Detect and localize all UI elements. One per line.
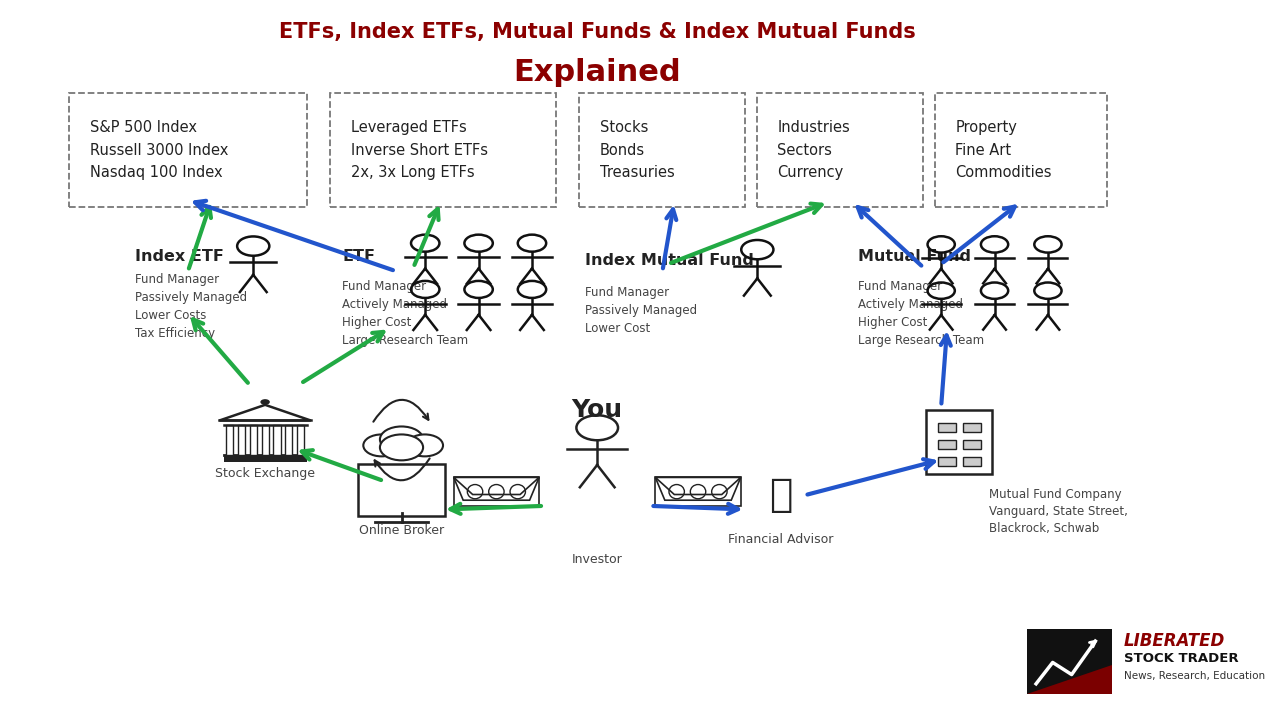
Polygon shape xyxy=(1027,665,1112,695)
Polygon shape xyxy=(453,477,539,495)
Text: Fund Manager
Actively Managed
Higher Cost
Large Research Team: Fund Manager Actively Managed Higher Cos… xyxy=(858,280,984,347)
Text: LIBERATED: LIBERATED xyxy=(1124,631,1225,649)
Text: Leveraged ETFs
Inverse Short ETFs
2x, 3x Long ETFs: Leveraged ETFs Inverse Short ETFs 2x, 3x… xyxy=(351,120,488,180)
Text: You: You xyxy=(572,398,623,422)
FancyBboxPatch shape xyxy=(938,457,956,466)
Text: Stocks
Bonds
Treasuries: Stocks Bonds Treasuries xyxy=(599,120,675,180)
FancyBboxPatch shape xyxy=(963,457,982,466)
Polygon shape xyxy=(453,477,539,500)
Circle shape xyxy=(260,399,270,405)
Text: Index ETF: Index ETF xyxy=(134,249,224,264)
Text: Stock Exchange: Stock Exchange xyxy=(215,467,315,480)
Text: News, Research, Education: News, Research, Education xyxy=(1124,671,1265,681)
Text: Fund Manager
Passively Managed
Lower Cost: Fund Manager Passively Managed Lower Cos… xyxy=(585,286,698,335)
FancyBboxPatch shape xyxy=(69,93,307,207)
FancyBboxPatch shape xyxy=(224,454,307,462)
Text: Explained: Explained xyxy=(513,58,681,86)
FancyBboxPatch shape xyxy=(936,93,1107,207)
Text: STOCK TRADER: STOCK TRADER xyxy=(1124,652,1239,665)
Text: Fund Manager
Passively Managed
Lower Costs
Tax Efficiency: Fund Manager Passively Managed Lower Cos… xyxy=(134,273,247,340)
Polygon shape xyxy=(453,477,539,506)
Polygon shape xyxy=(655,477,741,500)
Text: Index Mutual Fund: Index Mutual Fund xyxy=(585,253,754,268)
Text: Fund Manager
Actively Managed
Higher Cost
Large Research Team: Fund Manager Actively Managed Higher Cos… xyxy=(342,280,468,347)
Circle shape xyxy=(364,434,399,456)
Text: Property
Fine Art
Commodities: Property Fine Art Commodities xyxy=(955,120,1052,180)
FancyBboxPatch shape xyxy=(963,440,982,449)
FancyBboxPatch shape xyxy=(580,93,745,207)
FancyBboxPatch shape xyxy=(227,425,233,454)
Polygon shape xyxy=(655,477,741,495)
Text: Online Broker: Online Broker xyxy=(358,524,444,537)
Text: Mutual Fund Company
Vanguard, State Street,
Blackrock, Schwab: Mutual Fund Company Vanguard, State Stre… xyxy=(988,488,1128,535)
FancyBboxPatch shape xyxy=(250,425,257,454)
FancyBboxPatch shape xyxy=(330,93,556,207)
FancyBboxPatch shape xyxy=(238,425,244,454)
Text: ETFs, Index ETFs, Mutual Funds & Index Mutual Funds: ETFs, Index ETFs, Mutual Funds & Index M… xyxy=(279,22,915,42)
FancyBboxPatch shape xyxy=(938,423,956,431)
FancyBboxPatch shape xyxy=(1027,629,1112,695)
FancyBboxPatch shape xyxy=(758,93,923,207)
FancyBboxPatch shape xyxy=(927,410,992,474)
Polygon shape xyxy=(655,477,741,506)
FancyBboxPatch shape xyxy=(274,425,280,454)
FancyBboxPatch shape xyxy=(285,425,292,454)
FancyBboxPatch shape xyxy=(938,440,956,449)
FancyBboxPatch shape xyxy=(261,425,269,454)
FancyBboxPatch shape xyxy=(963,423,982,431)
Text: ETF: ETF xyxy=(342,249,375,264)
Text: Industries
Sectors
Currency: Industries Sectors Currency xyxy=(777,120,850,180)
FancyBboxPatch shape xyxy=(358,464,445,516)
Circle shape xyxy=(380,426,424,452)
Text: Mutual Fund: Mutual Fund xyxy=(858,249,972,264)
Circle shape xyxy=(380,434,424,460)
FancyBboxPatch shape xyxy=(297,425,305,454)
Text: 🤝: 🤝 xyxy=(769,476,792,514)
Text: S&P 500 Index
Russell 3000 Index
Nasdaq 100 Index: S&P 500 Index Russell 3000 Index Nasdaq … xyxy=(90,120,228,180)
Circle shape xyxy=(407,434,443,456)
Text: Investor: Investor xyxy=(572,553,622,566)
Text: Financial Advisor: Financial Advisor xyxy=(728,533,833,546)
